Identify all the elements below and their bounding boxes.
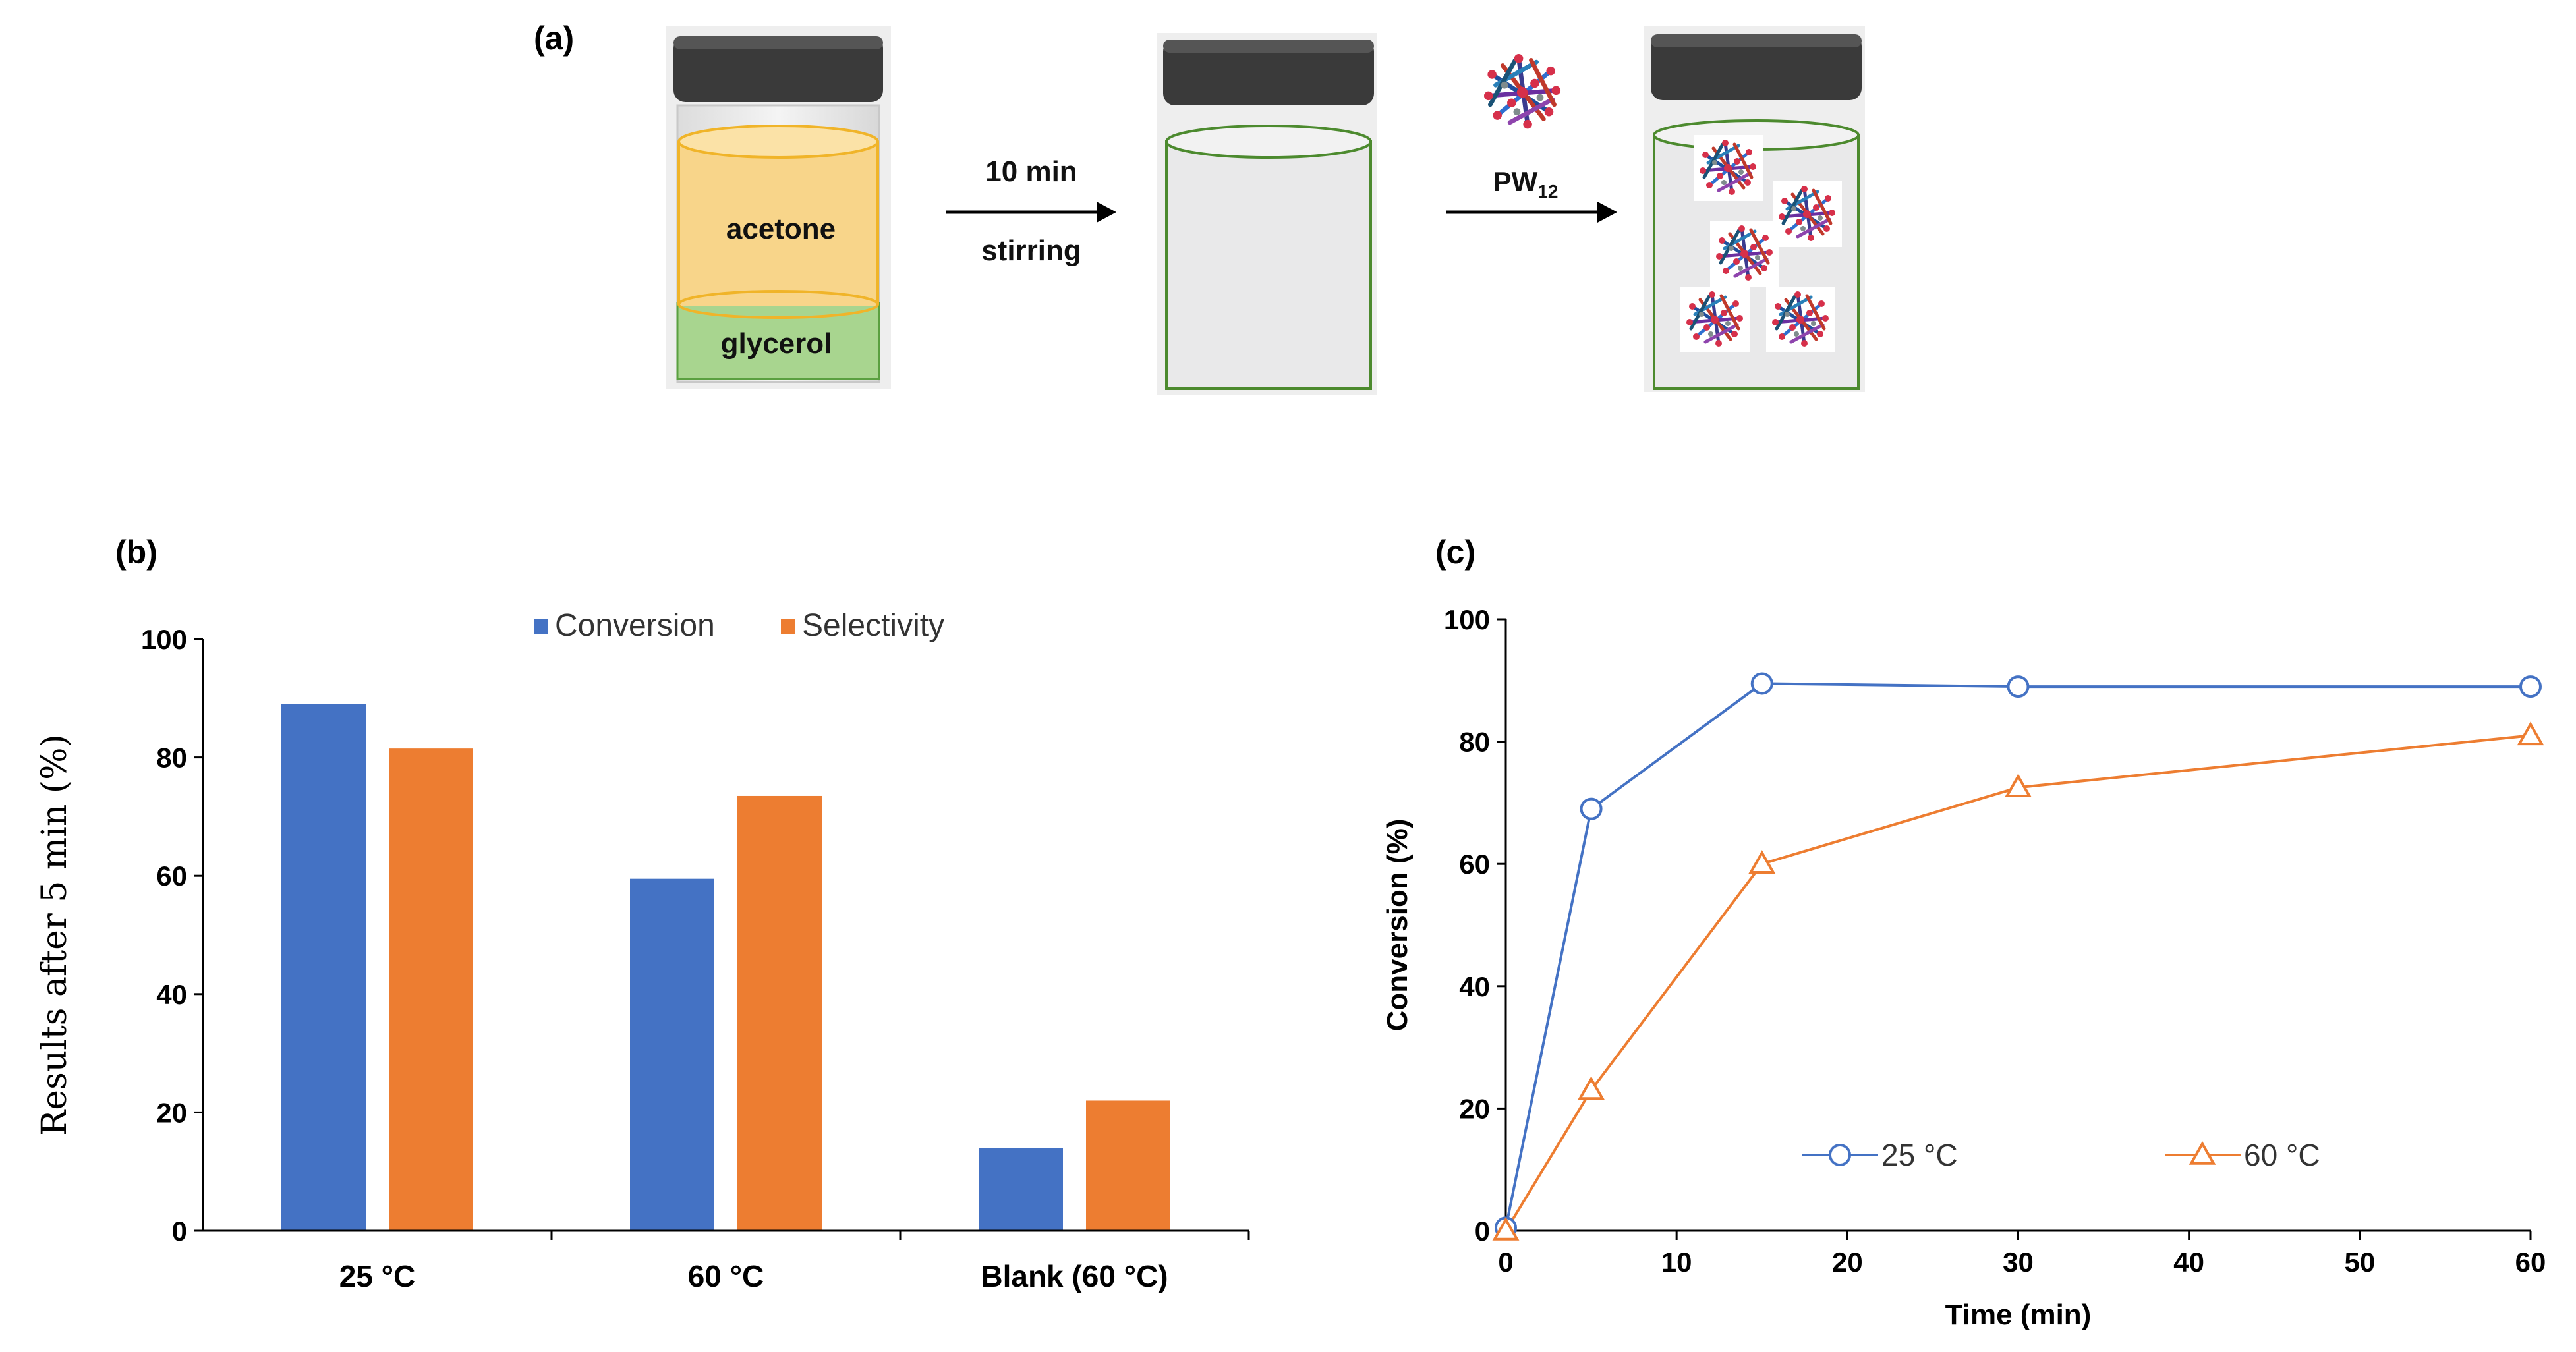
jar3-lid <box>1651 34 1862 100</box>
b-category-label: 60 °C <box>688 1259 764 1293</box>
c-x-tick-label: 40 <box>2173 1247 2204 1278</box>
bar-selectivity-blank-60-c <box>1086 1100 1170 1231</box>
c-legend-label: 60 °C <box>2244 1138 2320 1172</box>
panel-a: (a) acetone glycerol 10 min stirring <box>534 20 1865 395</box>
jar-acetone-glycerol: acetone glycerol <box>666 26 891 389</box>
arrow1-stirring-label: stirring <box>981 235 1081 267</box>
b-y-tick-label: 100 <box>141 624 187 655</box>
b-y-axis-label: Results after 5 min (%) <box>35 734 74 1136</box>
c-y-tick-label: 40 <box>1459 971 1490 1002</box>
bar-conversion-25-c <box>281 704 366 1231</box>
c-x-axis-label: Time (min) <box>1945 1299 2092 1331</box>
c-legend-label: 25 °C <box>1881 1138 1958 1172</box>
jar2-liquid <box>1165 140 1372 390</box>
panel-c-label: (c) <box>1435 534 1475 571</box>
acetone-layer <box>679 142 878 306</box>
b-legend-label: Selectivity <box>802 608 944 643</box>
c-y-tick-label: 60 <box>1459 849 1490 880</box>
c-legend-marker-25-c <box>1829 1144 1851 1166</box>
b-legend-swatch-selectivity <box>781 619 795 634</box>
b-y-tick-label: 20 <box>156 1097 187 1128</box>
b-y-tick-label: 60 <box>156 860 187 891</box>
pw-label: PW <box>1493 166 1538 197</box>
point-60-c-t15 <box>1748 850 1776 874</box>
dispersed-catalyst <box>1680 135 1842 352</box>
c-y-tick-label: 80 <box>1459 727 1490 758</box>
panel-c-line-chart: (c) Conversion (%) Time (min) 0 20 40 60 80 1… <box>1381 534 2546 1331</box>
arrow-pw12: PW12 <box>1446 54 1617 223</box>
bar-selectivity-25-c <box>389 748 473 1231</box>
c-x-tick-label: 0 <box>1498 1247 1513 1278</box>
c-x-tick-label: 30 <box>2003 1247 2034 1278</box>
point-25-c-t60 <box>2519 675 2542 698</box>
c-y-tick-label: 100 <box>1444 604 1490 635</box>
line-series-25-c <box>1504 682 2531 1228</box>
arrow-stirring: 10 min stirring <box>946 155 1116 267</box>
point-60-c-t30 <box>2005 774 2032 797</box>
bar-conversion-60-c <box>630 878 714 1231</box>
b-y-tick-label: 80 <box>156 743 187 774</box>
c-legend: 25 °C 60 °C <box>1802 1138 2320 1172</box>
pw12-cluster-icon <box>1484 54 1560 128</box>
b-y-tick-label: 0 <box>172 1216 187 1247</box>
glycerol-label: glycerol <box>721 327 832 360</box>
b-legend-label: Conversion <box>555 608 715 643</box>
point-25-c-t15 <box>1750 672 1773 695</box>
pw-subscript: 12 <box>1537 181 1558 202</box>
point-60-c-t60 <box>2517 721 2544 746</box>
panel-b-bar-chart: (b) Results after 5 min (%) 0 20 40 60 80 100… <box>35 534 1250 1293</box>
glycerol-layer <box>676 302 880 380</box>
point-25-c-t30 <box>2007 675 2030 698</box>
point-60-c-t5 <box>1578 1076 1605 1100</box>
c-x-tick-label: 60 <box>2515 1247 2546 1278</box>
jar2-lid <box>1163 40 1374 105</box>
b-category-label: Blank (60 °C) <box>981 1259 1168 1293</box>
acetone-label: acetone <box>726 213 836 245</box>
c-y-tick-label: 20 <box>1459 1093 1490 1124</box>
b-legend-swatch-conversion <box>534 619 548 634</box>
jar-with-catalyst <box>1644 26 1865 392</box>
c-x-tick-label: 50 <box>2344 1247 2375 1278</box>
line-series-60-c <box>1504 734 2531 1232</box>
b-legend: Conversion Selectivity <box>534 608 944 643</box>
jar-mixed <box>1157 33 1377 395</box>
panel-b-label: (b) <box>115 534 157 571</box>
svg-text:PW12: PW12 <box>1493 166 1559 202</box>
point-25-c-t5 <box>1580 797 1603 820</box>
c-x-tick-label: 20 <box>1832 1247 1863 1278</box>
point-60-c-t0 <box>1492 1216 1520 1241</box>
b-y-tick-label: 40 <box>156 979 187 1010</box>
c-legend-marker-60-c <box>2189 1141 2216 1165</box>
arrow1-time-label: 10 min <box>985 155 1077 188</box>
c-y-tick-label: 0 <box>1475 1216 1490 1247</box>
bar-conversion-blank-60-c <box>979 1148 1063 1231</box>
bar-selectivity-60-c <box>737 795 822 1231</box>
panel-a-label: (a) <box>534 20 574 57</box>
b-category-label: 25 °C <box>339 1259 416 1293</box>
jar1-lid <box>673 36 883 102</box>
c-x-tick-label: 10 <box>1661 1247 1692 1278</box>
c-y-axis-label: Conversion (%) <box>1381 819 1414 1032</box>
